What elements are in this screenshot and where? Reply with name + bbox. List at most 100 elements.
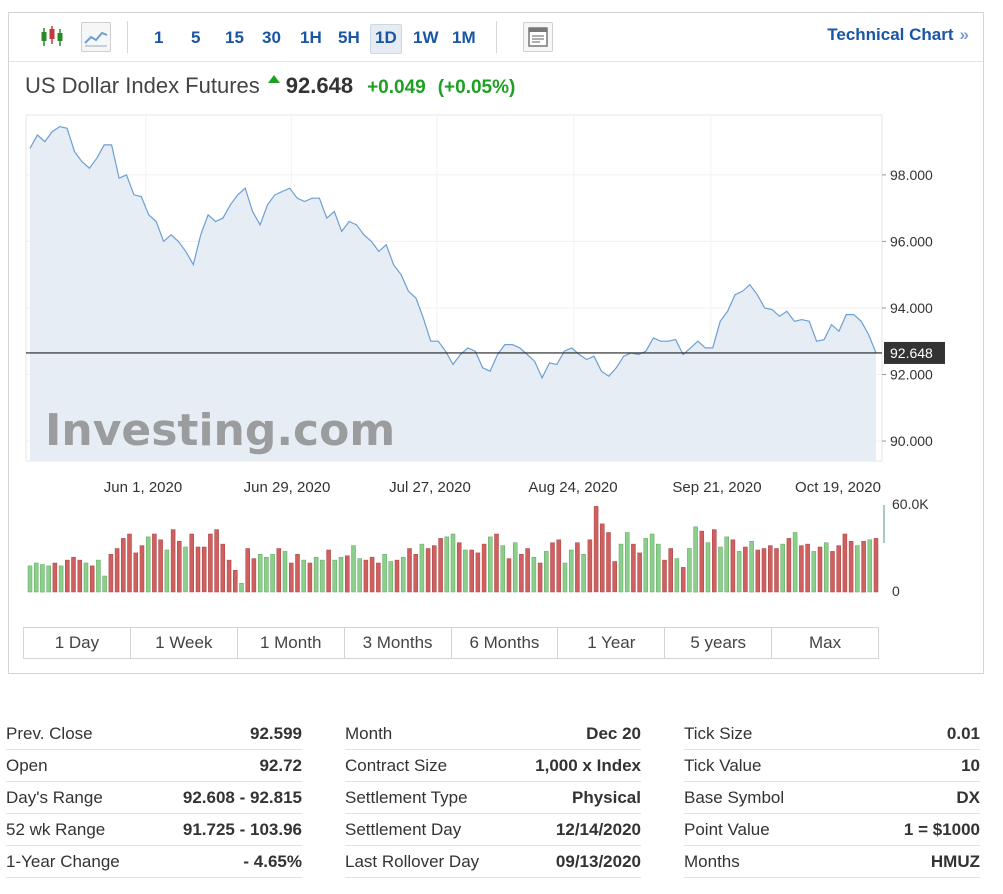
stat-label: Open [6, 755, 48, 775]
range-button-max[interactable]: Max [809, 633, 842, 652]
volume-bar [780, 543, 785, 593]
volume-bar [226, 559, 232, 593]
volume-bar [631, 543, 636, 593]
volume-bar [96, 559, 101, 593]
volume-bar [761, 548, 767, 593]
volume-bar [89, 565, 95, 593]
stat-row-months: Months HMUZ [684, 846, 980, 878]
timeframe-30[interactable]: 30 [262, 28, 281, 47]
stat-label: Month [345, 723, 393, 743]
volume-bar [469, 549, 474, 593]
news-panel-icon[interactable] [523, 22, 553, 52]
range-button-1-year[interactable]: 1 Year [558, 628, 666, 658]
timeframe-1d[interactable]: 1D [370, 24, 402, 54]
volume-bar [444, 536, 450, 593]
volume-bar [108, 554, 114, 593]
stat-label: Prev. Close [6, 723, 93, 743]
price-line [29, 125, 877, 380]
technical-chart-label: Technical Chart [827, 25, 954, 44]
stat-value: Physical [572, 787, 641, 807]
volume-bar [768, 545, 773, 593]
volume-bar [214, 529, 219, 593]
volume-bar [705, 542, 711, 593]
timeframe-15[interactable]: 15 [225, 28, 244, 47]
volume-bar [313, 556, 319, 593]
volume-bar [413, 554, 418, 593]
chart-widget: 1 5 15 30 1H 5H 1D 1W 1M Technical Chart… [8, 12, 984, 674]
volume-bar [811, 551, 817, 593]
volume-bar [363, 559, 369, 593]
volume-bar [556, 539, 562, 593]
volume-bar [456, 542, 462, 593]
candlestick-chart-icon[interactable] [37, 22, 67, 52]
volume-bar [233, 570, 238, 593]
volume-bar [730, 539, 736, 593]
volume-bar [33, 562, 39, 593]
timeframe-5[interactable]: 5 [191, 28, 201, 47]
stat-value: - 4.65% [243, 851, 302, 871]
technical-chart-link[interactable]: Technical Chart » [827, 25, 969, 45]
volume-bar [525, 548, 530, 593]
timeframe-1[interactable]: 1 [154, 28, 164, 47]
volume-bar [114, 548, 120, 593]
stat-label: 1-Year Change [6, 851, 120, 871]
volume-bar [593, 506, 599, 593]
range-button-6-months[interactable]: 6 Months [452, 628, 559, 658]
toolbar-divider [127, 21, 128, 53]
x-tick-label: Sep 21, 2020 [672, 479, 761, 496]
volume-bar [27, 565, 33, 593]
y-tick-label: 96.000 [890, 233, 933, 249]
range-button-1-month[interactable]: 1 Month [238, 628, 345, 658]
volume-bar [587, 539, 593, 593]
volume-bar [145, 536, 151, 593]
stat-value: HMUZ [930, 851, 980, 871]
range-button-3-months[interactable]: 3 Months [345, 628, 452, 658]
volume-bar [712, 529, 717, 593]
stat-value: DX [956, 787, 980, 807]
volume-bar [774, 548, 779, 593]
volume-bar [369, 556, 375, 593]
timeframe-1w[interactable]: 1W [413, 28, 439, 47]
volume-bar [394, 559, 400, 593]
double-chevron-right-icon: » [959, 25, 969, 44]
volume-bar [506, 558, 512, 593]
range-button-1-day[interactable]: 1 Day [24, 628, 131, 658]
toolbar-divider [496, 21, 497, 53]
last-price-tag [884, 341, 945, 364]
volume-bar [575, 542, 580, 593]
instrument-name: US Dollar Index Futures [25, 73, 260, 98]
volume-bar [481, 543, 487, 593]
volume-bar [376, 562, 381, 593]
volume-bar [46, 565, 51, 593]
volume-bar [307, 562, 313, 593]
timeframe-1h[interactable]: 1H [300, 28, 322, 47]
stat-row-contract-size: Contract Size 1,000 x Index [345, 750, 641, 782]
volume-bar [251, 558, 257, 593]
stat-row-tick-size: Tick Size 0.01 [684, 718, 980, 750]
volume-bar [755, 549, 761, 593]
volume-bar [245, 548, 250, 593]
volume-bar [425, 548, 431, 593]
volume-bar [201, 546, 207, 593]
volume-bar [743, 546, 748, 593]
volume-bar [220, 543, 226, 593]
timeframe-5h[interactable]: 5H [338, 28, 360, 47]
range-button-5-years[interactable]: 5 years [665, 628, 773, 658]
line-chart-icon[interactable] [81, 22, 111, 52]
volume-bar [388, 561, 394, 593]
volume-bar [133, 552, 139, 593]
range-button-1-week[interactable]: 1 Week [131, 628, 238, 658]
volume-bar [618, 543, 624, 593]
stat-row-settlement-day: Settlement Day 12/14/2020 [345, 814, 641, 846]
stat-value: 10 [961, 755, 980, 775]
volume-bar [345, 555, 350, 593]
volume-bar [158, 539, 163, 593]
timeframe-1m[interactable]: 1M [452, 28, 476, 47]
price-chart[interactable]: Investing.com 98.000 96.000 94.000 92.000 90.… [9, 13, 983, 623]
volume-bar [749, 541, 754, 593]
volume-bar [792, 532, 798, 593]
volume-bar [668, 548, 673, 593]
x-tick-label: Jul 27, 2020 [389, 479, 471, 496]
stat-label: Contract Size [345, 755, 448, 775]
volume-axis-label: 60.0K [892, 496, 929, 512]
